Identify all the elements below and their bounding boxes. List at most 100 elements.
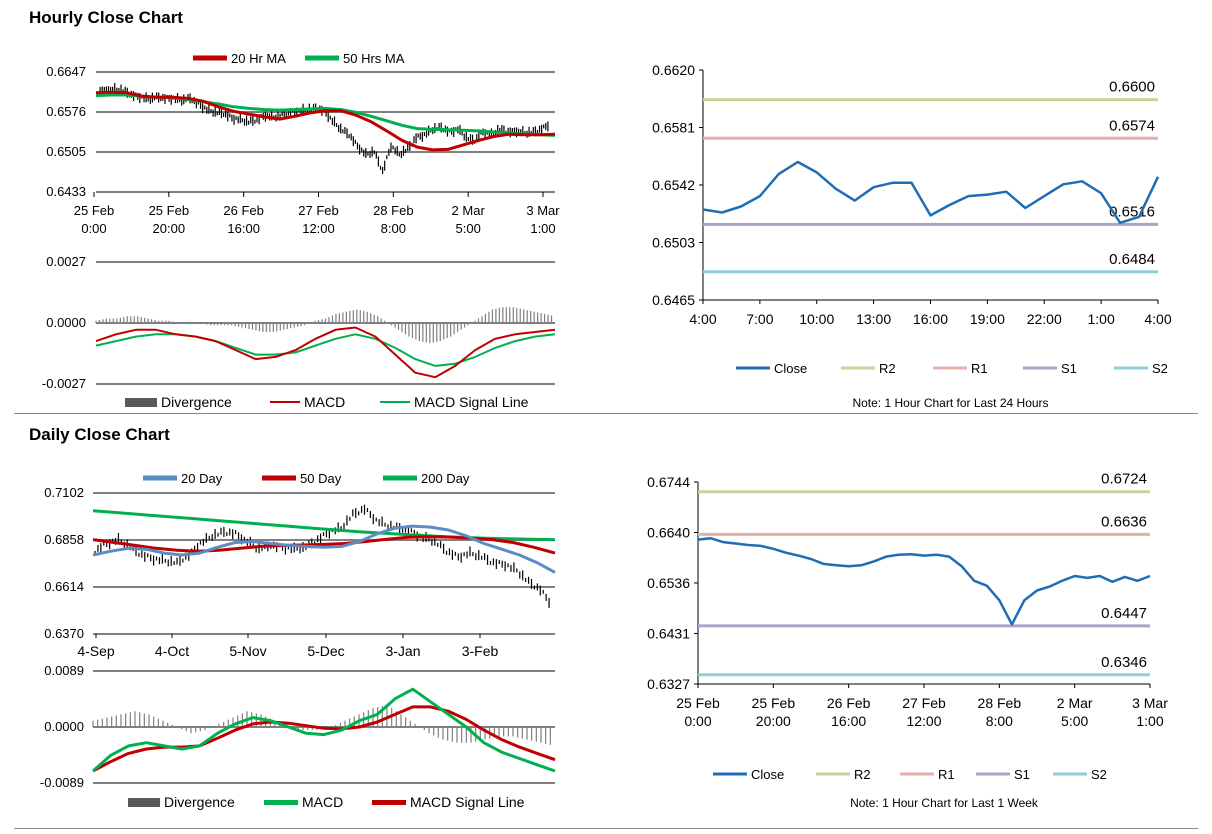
daily-price-ytick: 0.6370	[44, 626, 84, 641]
daily-legend-divergence-label: Divergence	[164, 794, 235, 810]
hourly-macd-ytick: 0.0000	[46, 315, 86, 330]
hourly-20hr-ma-line	[95, 90, 556, 152]
hourly-close-ytick: 0.6465	[652, 292, 695, 308]
hourly-price-ytick: 0.6505	[46, 144, 86, 159]
daily-close-xtick-date: 25 Feb	[752, 695, 796, 711]
hourly-close-ytick: 0.6620	[652, 62, 695, 78]
legend-20hr-ma-label: 20 Hr MA	[231, 51, 286, 66]
legend-macd-label: MACD	[304, 394, 345, 410]
hourly-close-legend-r2-label: R2	[879, 361, 896, 376]
hourly-close-xtick: 13:00	[856, 311, 891, 327]
daily-legend-signal-swatch	[372, 800, 406, 805]
hourly-close-legend-s1-swatch	[1023, 366, 1057, 370]
daily-legend-divergence-swatch	[128, 798, 160, 807]
daily-macd-line	[92, 687, 556, 773]
daily-close-xtick-time: 12:00	[906, 713, 941, 729]
section-divider-bottom	[14, 828, 1198, 829]
hourly-price-xtick-time: 20:00	[153, 221, 186, 236]
daily-price-xtick: 3-Jan	[385, 643, 420, 659]
daily-price-xtick: 4-Sep	[77, 643, 115, 659]
daily-close-xtick-date: 26 Feb	[827, 695, 871, 711]
legend-20-day-label: 20 Day	[181, 471, 223, 486]
daily-price-xtick: 3-Feb	[462, 643, 499, 659]
hourly-price-xtick-date: 28 Feb	[373, 203, 413, 218]
hourly-close-ytick: 0.6542	[652, 177, 695, 193]
hourly-price-ytick: 0.6433	[46, 184, 86, 199]
hourly-close-xtick: 7:00	[746, 311, 773, 327]
legend-20hr-ma-swatch	[193, 55, 227, 61]
daily-price-xtick: 5-Nov	[229, 643, 266, 659]
hourly-close-ytick: 0.6581	[652, 120, 695, 136]
daily-close-xtick-time: 16:00	[831, 713, 866, 729]
hourly-close-xtick: 1:00	[1088, 311, 1115, 327]
hourly-close-xtick: 16:00	[913, 311, 948, 327]
daily-close-legend-s1-swatch	[976, 772, 1010, 776]
daily-macd-ytick: 0.0000	[44, 719, 84, 734]
daily-close-xtick-time: 1:00	[1136, 713, 1163, 729]
legend-200-day-label: 200 Day	[421, 471, 470, 486]
daily-close-level-label-r1: 0.6636	[1101, 513, 1147, 530]
daily-close-xtick-time: 0:00	[684, 713, 711, 729]
daily-close-legend-r1-swatch	[900, 772, 934, 776]
daily-close-level-label-s2: 0.6346	[1101, 654, 1147, 671]
daily-close-ytick: 0.6327	[647, 676, 690, 692]
legend-200-day-swatch	[383, 475, 417, 481]
hourly-close-xtick: 10:00	[799, 311, 834, 327]
daily-close-legend-close-label: Close	[751, 767, 784, 782]
daily-close-legend-close-swatch	[713, 772, 747, 776]
hourly-close-close-line	[702, 160, 1160, 225]
daily-close-legend-s1-label: S1	[1014, 767, 1030, 782]
daily-20-day-line	[92, 524, 556, 574]
hourly-price-xtick-time: 16:00	[227, 221, 260, 236]
daily-close-xtick-date: 25 Feb	[676, 695, 720, 711]
daily-close-xtick-date: 28 Feb	[978, 695, 1022, 711]
hourly-macd-line	[95, 326, 556, 379]
daily-close-ytick: 0.6536	[647, 575, 690, 591]
daily-legend-signal-label: MACD Signal Line	[410, 794, 525, 810]
daily-price-ytick: 0.6614	[44, 579, 84, 594]
daily-close-xtick-date: 27 Feb	[902, 695, 946, 711]
hourly-price-xtick-time: 0:00	[81, 221, 106, 236]
hourly-close-legend-r2-swatch	[841, 366, 875, 370]
daily-price-ytick: 0.7102	[44, 485, 84, 500]
hourly-price-ytick: 0.6647	[46, 64, 86, 79]
hourly-macd-ytick: 0.0027	[46, 254, 86, 269]
daily-close-legend-r2-label: R2	[854, 767, 871, 782]
daily-price-xtick: 4-Oct	[155, 643, 189, 659]
daily-close-xtick-time: 5:00	[1061, 713, 1088, 729]
hourly-close-legend-close-label: Close	[774, 361, 807, 376]
hourly-price-xtick-date: 2 Mar	[452, 203, 486, 218]
daily-section-title: Daily Close Chart	[29, 425, 170, 444]
daily-close-ytick: 0.6744	[647, 474, 690, 490]
daily-macd-signal-line	[92, 705, 556, 773]
hourly-price-xtick-date: 27 Feb	[298, 203, 338, 218]
legend-50-day-swatch	[262, 475, 296, 481]
daily-price-xtick: 5-Dec	[307, 643, 344, 659]
hourly-close-legend-s2-swatch	[1114, 366, 1148, 370]
daily-close-legend-r1-label: R1	[938, 767, 955, 782]
legend-macd-swatch	[270, 401, 300, 403]
daily-50-day-line	[92, 535, 556, 555]
daily-close-level-label-r2: 0.6724	[1101, 471, 1147, 488]
daily-macd-ytick: -0.0089	[40, 775, 84, 790]
hourly-close-xtick: 22:00	[1027, 311, 1062, 327]
daily-close-xtick-time: 20:00	[756, 713, 791, 729]
daily-close-legend-s2-label: S2	[1091, 767, 1107, 782]
hourly-close-note: Note: 1 Hour Chart for Last 24 Hours	[852, 396, 1048, 410]
hourly-close-xtick: 19:00	[970, 311, 1005, 327]
hourly-price-xtick-date: 25 Feb	[149, 203, 189, 218]
legend-divergence-swatch	[125, 398, 157, 407]
hourly-close-legend-r1-label: R1	[971, 361, 988, 376]
hourly-close-legend-r1-swatch	[933, 366, 967, 370]
daily-close-xtick-date: 2 Mar	[1057, 695, 1093, 711]
hourly-close-ytick: 0.6503	[652, 235, 695, 251]
hourly-close-xtick: 4:00	[689, 311, 716, 327]
hourly-price-xtick-time: 12:00	[302, 221, 335, 236]
hourly-price-xtick-date: 3 Mar	[526, 203, 560, 218]
legend-20-day-swatch	[143, 475, 177, 481]
legend-50-day-label: 50 Day	[300, 471, 342, 486]
daily-macd-ytick: 0.0089	[44, 663, 84, 678]
daily-legend-macd-swatch	[264, 800, 298, 805]
hourly-close-level-label-s2: 0.6484	[1109, 251, 1155, 268]
legend-50hrs-ma-label: 50 Hrs MA	[343, 51, 405, 66]
